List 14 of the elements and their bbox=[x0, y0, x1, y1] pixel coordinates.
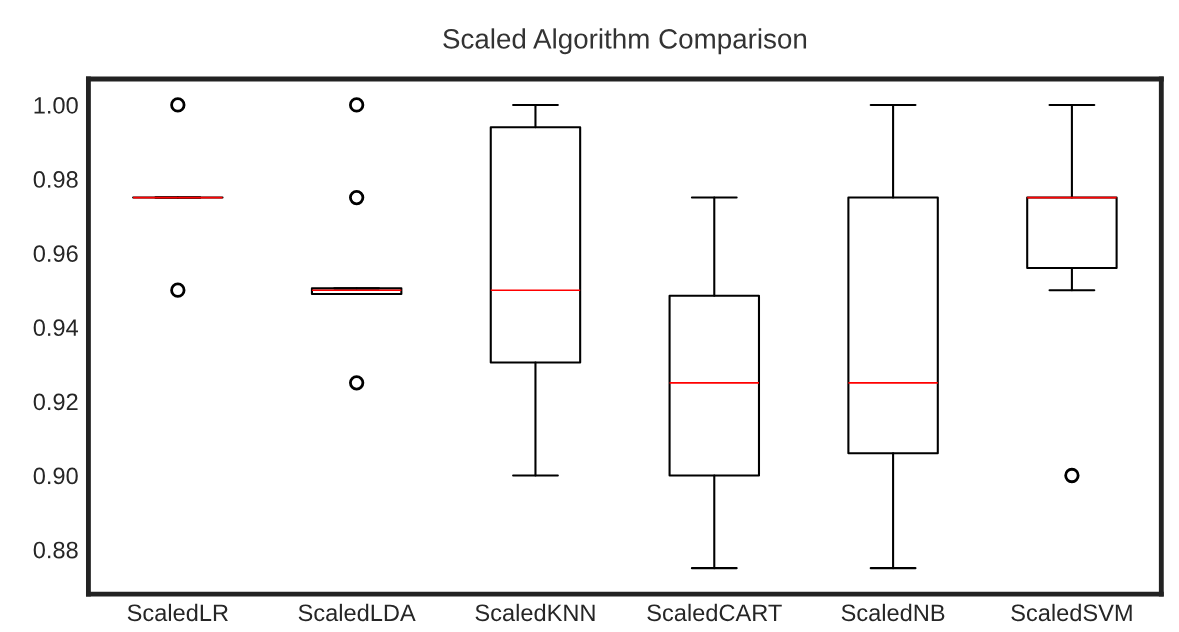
x-tick-label: ScaledKNN bbox=[475, 603, 595, 622]
x-tick-label: ScaledLR bbox=[127, 603, 228, 622]
y-tick-label: 0.88 bbox=[33, 541, 78, 559]
y-tick-label: 0.96 bbox=[33, 245, 78, 262]
x-tick-label: ScaledLDA bbox=[298, 603, 416, 622]
y-tick-label: 0.98 bbox=[33, 171, 78, 188]
y-tick-label: 0.94 bbox=[33, 319, 79, 337]
x-tick-label: ScaledSVM bbox=[1011, 603, 1132, 622]
x-tick-label: ScaledNB bbox=[841, 603, 945, 622]
chart-title: Scaled Algorithm Comparison bbox=[443, 28, 807, 55]
y-tick-label: 0.92 bbox=[33, 393, 78, 411]
y-tick-label: 0.90 bbox=[33, 467, 78, 485]
y-tick-label: 1.00 bbox=[34, 97, 78, 114]
x-tick-label: ScaledCART bbox=[647, 603, 782, 622]
